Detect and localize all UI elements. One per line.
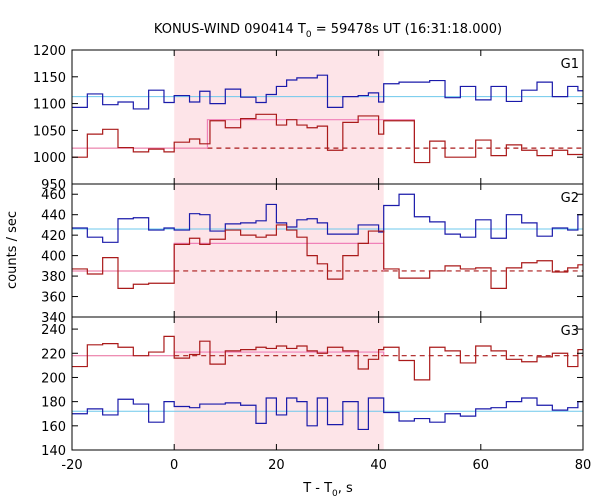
y-tick-label: 440 <box>41 209 66 224</box>
panel-g2 <box>72 193 583 289</box>
panel-g3 <box>72 335 583 431</box>
red-step-series <box>72 113 583 164</box>
chart-title: KONUS-WIND 090414 T0 = 59478s UT (16:31:… <box>154 22 502 40</box>
red-step-series <box>72 224 583 289</box>
x-axis-label: T - T0, s <box>302 481 353 499</box>
y-tick-label: 140 <box>41 444 66 459</box>
highlight-interval <box>174 50 384 450</box>
panel-label: G1 <box>561 57 579 72</box>
blue-step-series <box>72 74 583 110</box>
chart-title-subscript: 0 <box>306 30 312 40</box>
x-tick-label: -20 <box>61 458 82 473</box>
y-tick-label: 400 <box>41 250 66 265</box>
y-tick-label: 1100 <box>33 98 66 113</box>
y-tick-label: 240 <box>41 323 66 338</box>
x-tick-label: 20 <box>268 458 285 473</box>
y-tick-label: 340 <box>41 311 66 326</box>
y-tick-label: 1050 <box>33 124 66 139</box>
panel-frame <box>71 316 584 451</box>
x-tick-label: 40 <box>370 458 387 473</box>
y-tick-label: 1000 <box>33 151 66 166</box>
y-tick-label: 200 <box>41 371 66 386</box>
y-tick-label: 360 <box>41 291 66 306</box>
y-tick-label: 950 <box>41 178 66 193</box>
blue-step-series <box>72 193 583 243</box>
panel-g1 <box>72 74 583 164</box>
panel-label: G2 <box>561 191 579 206</box>
x-tick-label: 60 <box>473 458 490 473</box>
y-tick-label: 160 <box>41 420 66 435</box>
x-tick-label: 80 <box>575 458 592 473</box>
panel-label: G3 <box>561 324 579 339</box>
x-axis-label-rest: , s <box>338 481 353 496</box>
y-tick-label: 180 <box>41 396 66 411</box>
y-tick-label: 460 <box>41 188 66 203</box>
x-axis-label-subscript: 0 <box>332 489 338 499</box>
red-step-series <box>72 335 583 381</box>
y-tick-label: 420 <box>41 229 66 244</box>
y-tick-label: 1200 <box>33 44 66 59</box>
y-axis-label: counts / sec <box>5 211 20 289</box>
blue-step-series <box>72 397 583 431</box>
y-tick-label: 1150 <box>33 71 66 86</box>
x-tick-label: 0 <box>170 458 178 473</box>
x-axis-label-main: T - T <box>302 481 332 496</box>
chart-title-main: KONUS-WIND 090414 T <box>154 22 306 37</box>
y-tick-label: 380 <box>41 270 66 285</box>
y-tick-label: 220 <box>41 347 66 362</box>
chart-title-rest: = 59478s UT (16:31:18.000) <box>312 22 502 37</box>
